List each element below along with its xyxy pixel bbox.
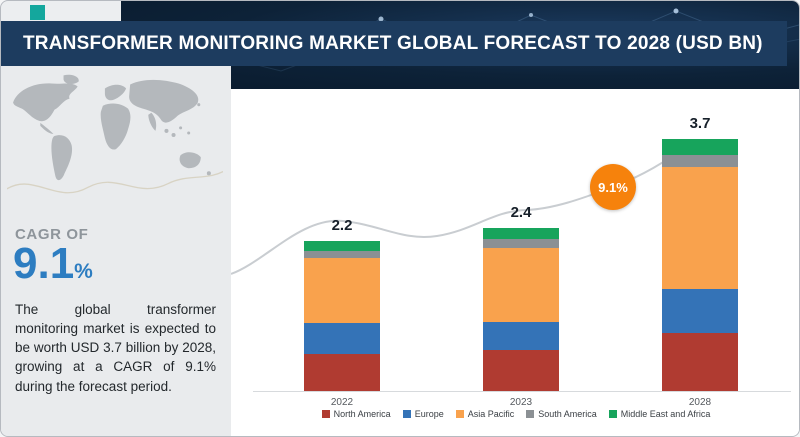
legend-item-europe: Europe — [402, 409, 444, 419]
segment-south-america — [304, 250, 380, 259]
segment-north-america — [483, 350, 559, 391]
segment-north-america — [662, 333, 738, 391]
legend-swatch-asia-pacific — [455, 410, 464, 418]
x-axis-label-2028: 2028 — [688, 397, 712, 408]
segment-middle-east-and-africa — [483, 227, 559, 240]
segment-south-america — [483, 239, 559, 249]
legend-swatch-middle-east-and-africa — [608, 410, 617, 418]
total-label-2022: 2.2 — [331, 217, 353, 235]
segment-asia-pacific — [304, 258, 380, 323]
segment-middle-east-and-africa — [304, 241, 380, 251]
legend-swatch-north-america — [321, 410, 330, 418]
cagr-badge: 9.1% — [590, 164, 636, 210]
cagr-label: CAGR OF — [15, 226, 89, 243]
segment-europe — [304, 322, 380, 354]
x-axis-label-2022: 2022 — [330, 397, 354, 408]
header-banner: TRANSFORMER MONITORING MARKET GLOBAL FOR… — [1, 21, 787, 66]
chart-legend: North America Europe Asia Pacific South Ame… — [231, 409, 799, 419]
segment-europe — [662, 288, 738, 334]
total-label-2028: 3.7 — [689, 115, 711, 133]
segment-middle-east-and-africa — [662, 139, 738, 156]
page-title: TRANSFORMER MONITORING MARKET GLOBAL FOR… — [23, 32, 763, 54]
segment-south-america — [662, 155, 738, 167]
chart-panel: 9.1% North America Europe Asia Pacific Sout… — [231, 89, 799, 436]
legend-swatch-europe — [402, 410, 411, 418]
legend-label-north-america: North America — [333, 409, 391, 419]
total-label-2023: 2.4 — [510, 203, 532, 221]
bar-2028 — [662, 139, 738, 391]
legend-item-north-america: North America — [321, 409, 391, 419]
cagr-value: 9.1% — [13, 239, 93, 288]
teal-accent-square — [30, 5, 45, 20]
x-axis-label-2023: 2023 — [509, 397, 533, 408]
legend-label-asia-pacific: Asia Pacific — [467, 409, 515, 419]
legend-item-south-america: South America — [526, 409, 597, 419]
legend-swatch-south-america — [526, 410, 535, 418]
cagr-percent-sign: % — [74, 260, 93, 283]
x-axis-line — [253, 391, 791, 392]
segment-asia-pacific — [483, 248, 559, 322]
bar-2023 — [483, 227, 559, 391]
market-description: The global transformer monitoring market… — [15, 302, 216, 394]
segment-north-america — [304, 353, 380, 391]
legend-label-south-america: South America — [538, 409, 597, 419]
legend-item-asia-pacific: Asia Pacific — [455, 409, 515, 419]
world-map-graphic — [7, 74, 223, 194]
segment-asia-pacific — [662, 166, 738, 289]
legend-label-middle-east-and-africa: Middle East and Africa — [620, 409, 711, 419]
segment-europe — [483, 321, 559, 351]
legend-label-europe: Europe — [414, 409, 444, 419]
legend-item-middle-east-and-africa: Middle East and Africa — [608, 409, 711, 419]
bar-2022 — [304, 241, 380, 391]
cagr-number: 9.1 — [13, 239, 75, 288]
sidebar: CAGR OF 9.1% The global transformer moni… — [1, 66, 231, 436]
